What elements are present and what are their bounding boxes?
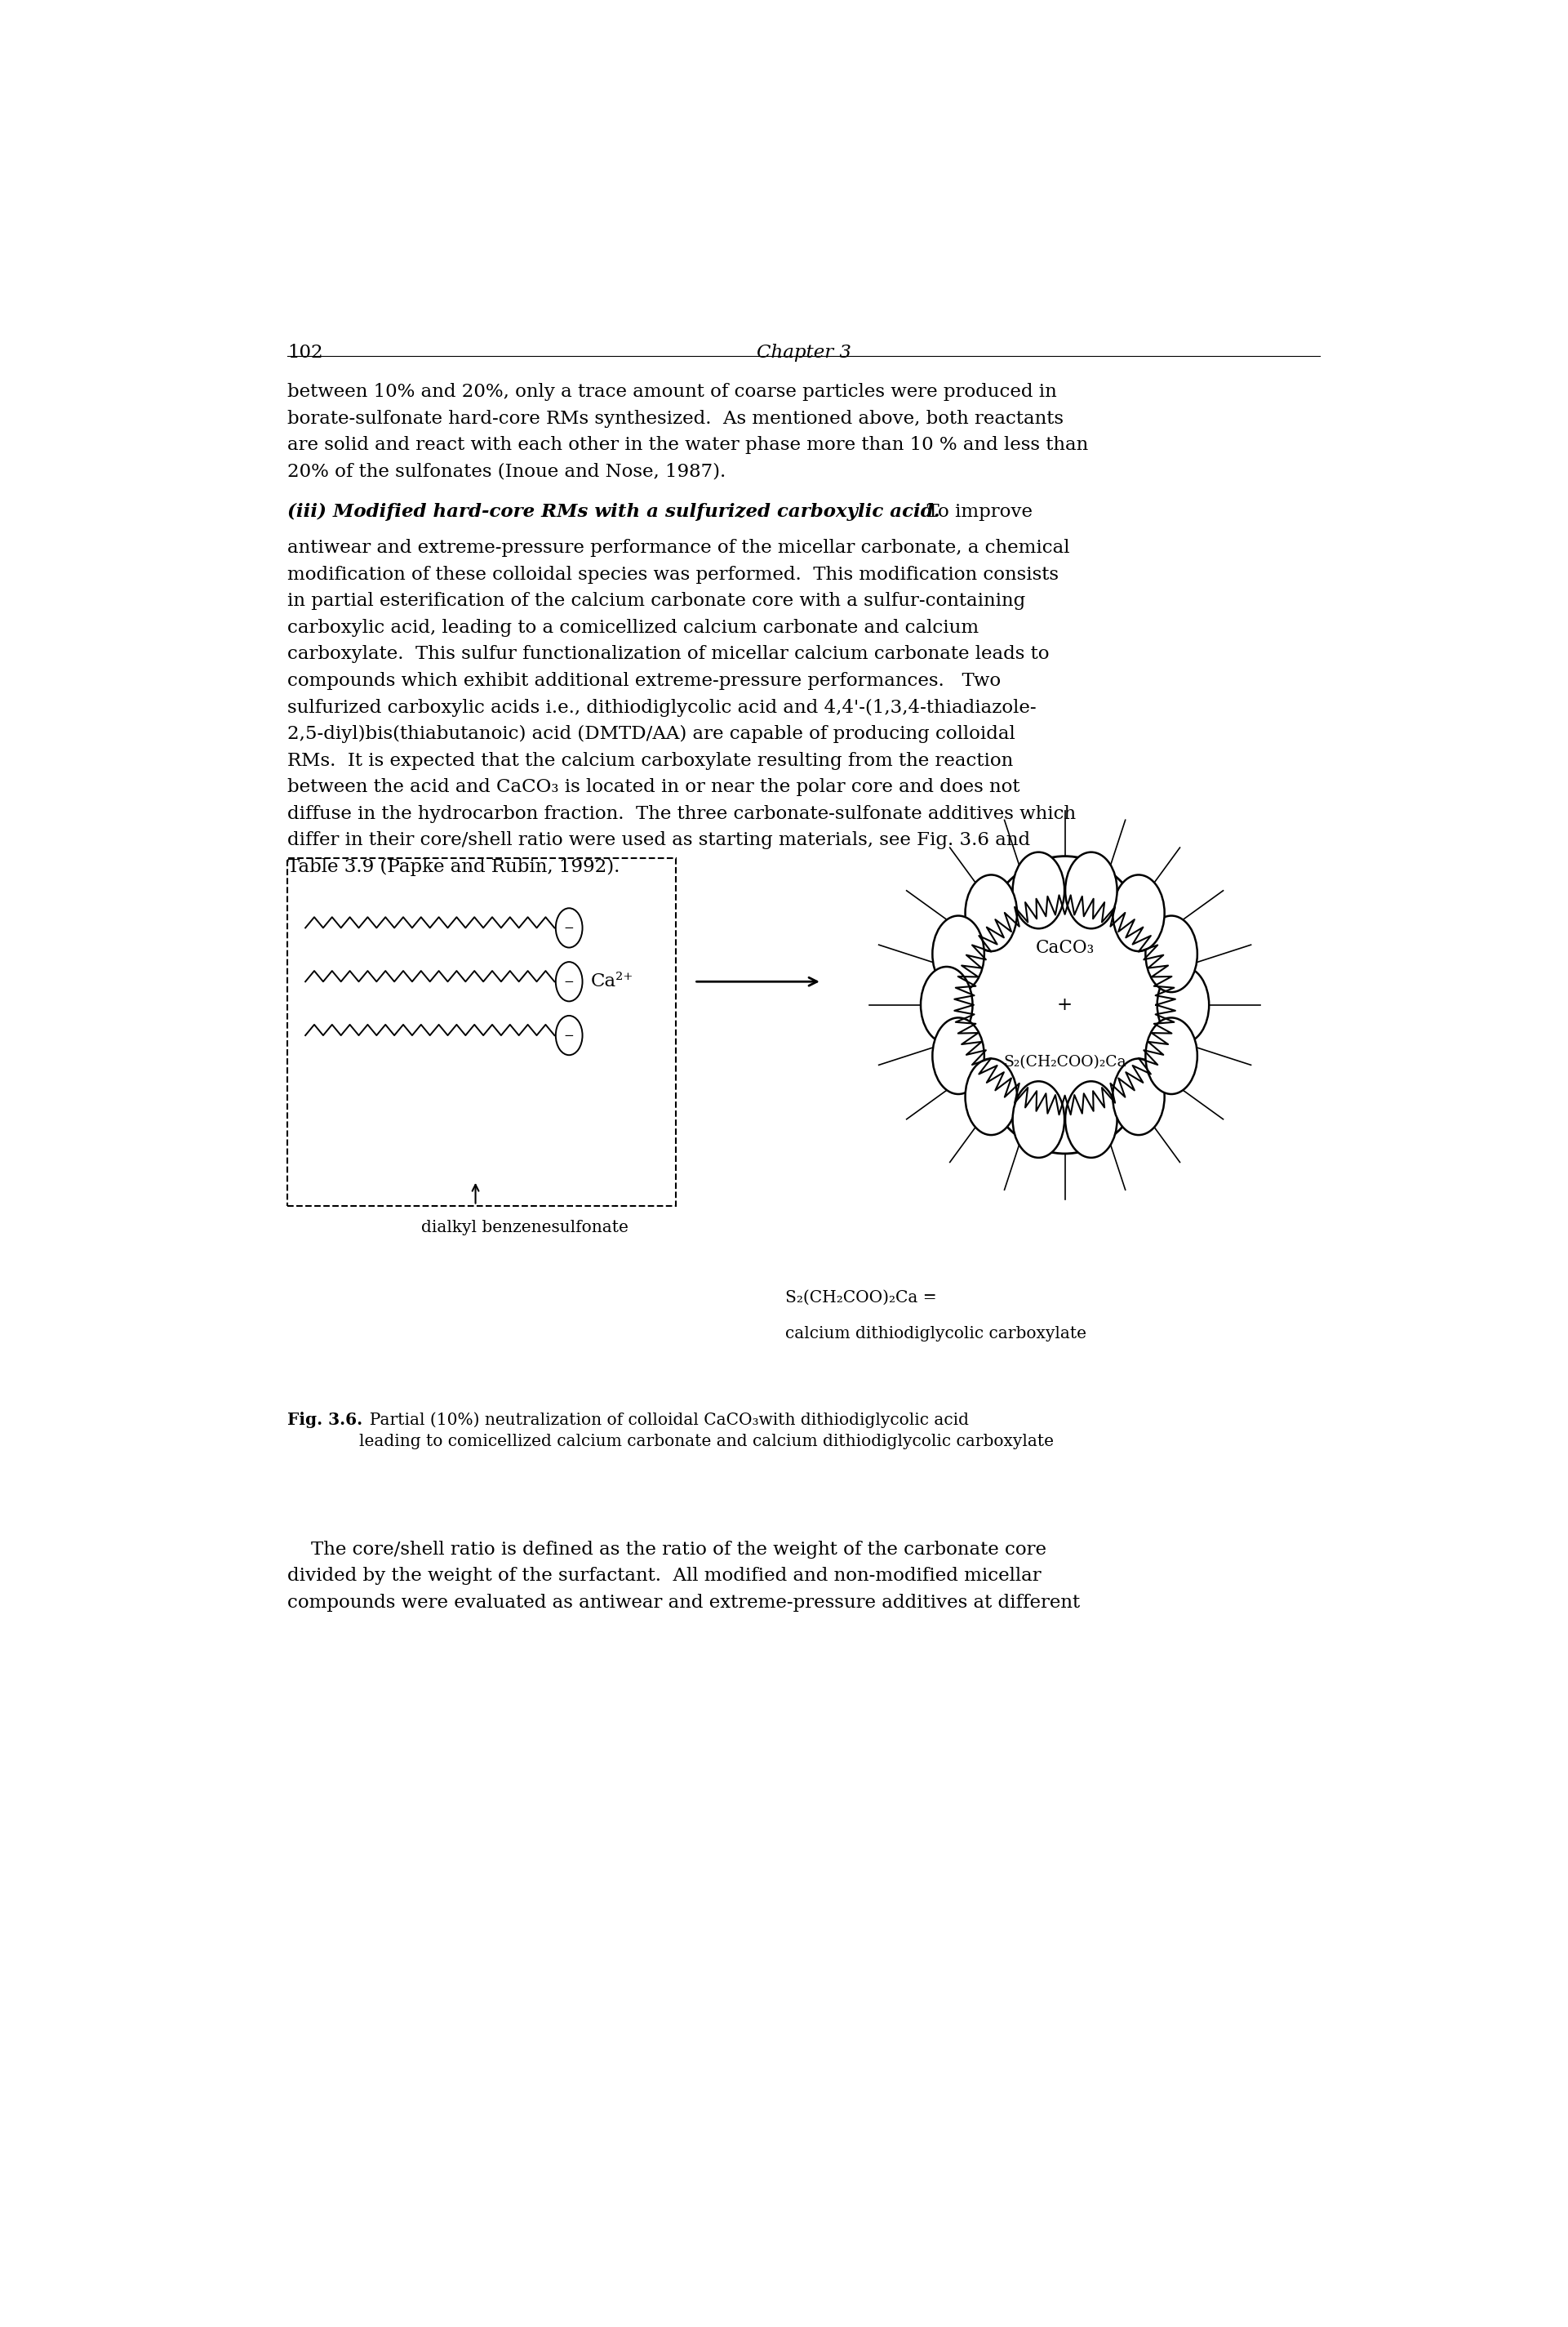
Text: −: − bbox=[564, 975, 574, 987]
Text: (iii) Modified hard-core RMs with a sulfurized carboxylic acid.: (iii) Modified hard-core RMs with a sulf… bbox=[287, 503, 939, 521]
Text: Fig. 3.6.: Fig. 3.6. bbox=[287, 1412, 362, 1429]
Circle shape bbox=[1113, 1059, 1165, 1136]
Text: The core/shell ratio is defined as the ratio of the weight of the carbonate core: The core/shell ratio is defined as the r… bbox=[287, 1540, 1080, 1613]
Text: Chapter 3: Chapter 3 bbox=[756, 344, 851, 361]
Text: antiwear and extreme-pressure performance of the micellar carbonate, a chemical
: antiwear and extreme-pressure performanc… bbox=[287, 540, 1076, 877]
Circle shape bbox=[964, 856, 1165, 1154]
Circle shape bbox=[1146, 917, 1198, 991]
Circle shape bbox=[966, 875, 1018, 952]
Circle shape bbox=[1146, 1017, 1198, 1094]
Circle shape bbox=[933, 917, 985, 991]
Circle shape bbox=[1013, 1082, 1065, 1157]
Circle shape bbox=[555, 1015, 582, 1054]
Circle shape bbox=[920, 966, 972, 1042]
Text: Ca²⁺: Ca²⁺ bbox=[591, 973, 633, 991]
Text: between 10% and 20%, only a trace amount of coarse particles were produced in
bo: between 10% and 20%, only a trace amount… bbox=[287, 384, 1088, 482]
Circle shape bbox=[555, 961, 582, 1001]
Text: S₂(CH₂COO)₂Ca: S₂(CH₂COO)₂Ca bbox=[1004, 1054, 1126, 1070]
Text: calcium dithiodiglycolic carboxylate: calcium dithiodiglycolic carboxylate bbox=[786, 1326, 1087, 1340]
Circle shape bbox=[1065, 852, 1116, 928]
Text: −: − bbox=[564, 921, 574, 933]
Text: −: − bbox=[564, 1029, 574, 1042]
Text: Partial (10%) neutralization of colloidal CaCO₃with dithiodiglycolic acid
leadin: Partial (10%) neutralization of colloida… bbox=[359, 1412, 1054, 1450]
Circle shape bbox=[933, 1017, 985, 1094]
Circle shape bbox=[1065, 1082, 1116, 1157]
Text: +: + bbox=[1057, 996, 1073, 1015]
Text: S₂(CH₂COO)₂Ca =: S₂(CH₂COO)₂Ca = bbox=[786, 1289, 938, 1305]
Circle shape bbox=[555, 908, 582, 947]
Text: CaCO₃: CaCO₃ bbox=[1035, 938, 1094, 956]
Text: dialkyl benzenesulfonate: dialkyl benzenesulfonate bbox=[420, 1219, 629, 1236]
Circle shape bbox=[1013, 852, 1065, 928]
Text: To improve: To improve bbox=[914, 503, 1032, 521]
Circle shape bbox=[966, 1059, 1018, 1136]
Text: 102: 102 bbox=[287, 344, 323, 361]
Bar bbox=[287, 859, 676, 1205]
Circle shape bbox=[1157, 966, 1209, 1042]
Circle shape bbox=[1113, 875, 1165, 952]
